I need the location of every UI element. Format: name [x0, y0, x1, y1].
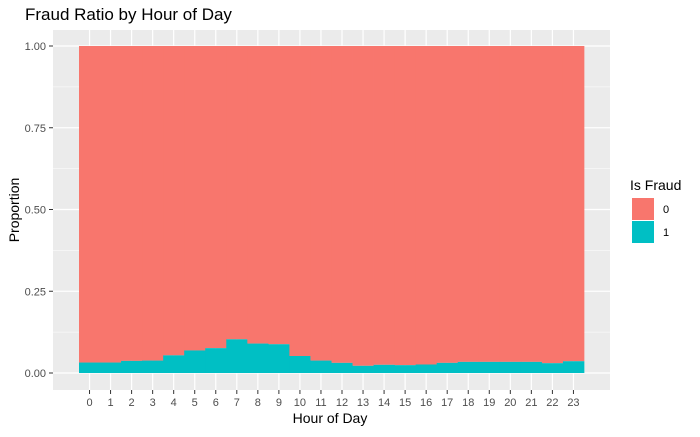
- bar-segment-not-fraud: [205, 46, 227, 349]
- chart-title: Fraud Ratio by Hour of Day: [25, 5, 232, 24]
- x-tick-label: 21: [525, 397, 537, 409]
- x-tick-label: 7: [234, 397, 240, 409]
- y-axis-title: Proportion: [6, 178, 22, 243]
- bar-segment-not-fraud: [562, 46, 585, 362]
- bar-segment-fraud: [373, 364, 395, 373]
- y-tick-label: 0.25: [25, 286, 46, 298]
- bar-segment-fraud: [478, 361, 501, 373]
- bar-segment-not-fraud: [478, 46, 501, 362]
- x-tick-label: 18: [462, 397, 474, 409]
- x-tick-label: 13: [357, 397, 369, 409]
- x-tick-label: 19: [483, 397, 495, 409]
- x-tick-label: 12: [336, 397, 348, 409]
- x-tick-label: 20: [504, 397, 516, 409]
- bar-segment-fraud: [79, 362, 101, 373]
- x-tick-label: 2: [129, 397, 135, 409]
- bar-segment-not-fraud: [247, 46, 269, 344]
- legend-label: 1: [663, 227, 669, 239]
- bar-segment-fraud: [163, 355, 185, 373]
- bar-segment-not-fraud: [163, 46, 185, 356]
- bar-segment-fraud: [247, 343, 269, 373]
- bar-segment-fraud: [520, 361, 543, 373]
- bar-segment-not-fraud: [415, 46, 438, 365]
- bar-segment-not-fraud: [331, 46, 353, 363]
- x-tick-label: 4: [171, 397, 177, 409]
- y-tick-label: 1.00: [25, 41, 46, 53]
- bar-segment-not-fraud: [541, 46, 564, 364]
- x-axis-title: Hour of Day: [293, 410, 368, 426]
- bar-segment-fraud: [562, 361, 585, 373]
- legend: Is Fraud 0 1: [630, 177, 681, 243]
- x-tick-label: 15: [399, 397, 411, 409]
- bar-segment-not-fraud: [394, 46, 417, 366]
- legend-label: 0: [663, 204, 669, 216]
- x-tick-label: 10: [294, 397, 306, 409]
- x-tick-label: 5: [192, 397, 198, 409]
- bar-segment-fraud: [541, 363, 564, 373]
- x-tick-label: 23: [567, 397, 579, 409]
- x-tick-label: 16: [420, 397, 432, 409]
- bar-layer: [79, 46, 585, 373]
- bar-segment-fraud: [226, 339, 248, 373]
- x-tick-label: 1: [107, 397, 113, 409]
- x-tick-label: 3: [150, 397, 156, 409]
- bar-segment-fraud: [184, 350, 206, 373]
- y-tick-label: 0.00: [25, 368, 46, 380]
- x-tick-label: 14: [378, 397, 390, 409]
- bar-segment-fraud: [310, 360, 332, 373]
- legend-swatch: [632, 198, 654, 220]
- legend-swatch: [632, 221, 654, 243]
- bar-segment-not-fraud: [79, 46, 101, 363]
- bar-segment-not-fraud: [184, 46, 206, 351]
- y-tick-label: 0.75: [25, 123, 46, 135]
- bar-segment-not-fraud: [100, 46, 122, 363]
- bar-segment-not-fraud: [226, 46, 248, 340]
- bar-segment-not-fraud: [520, 46, 543, 362]
- bar-segment-fraud: [436, 362, 459, 373]
- bar-segment-not-fraud: [268, 46, 290, 345]
- bar-segment-fraud: [289, 355, 311, 373]
- bar-segment-not-fraud: [436, 46, 459, 363]
- legend-title: Is Fraud: [630, 177, 681, 193]
- x-tick-label: 17: [441, 397, 453, 409]
- bar-segment-not-fraud: [121, 46, 143, 361]
- bar-segment-not-fraud: [352, 46, 374, 366]
- bar-segment-fraud: [499, 361, 522, 373]
- bar-segment-not-fraud: [373, 46, 395, 365]
- bar-segment-fraud: [142, 360, 164, 373]
- bar-segment-fraud: [121, 360, 143, 373]
- bar-segment-fraud: [352, 365, 374, 373]
- bar-segment-not-fraud: [499, 46, 522, 362]
- bar-segment-fraud: [205, 348, 227, 373]
- bar-segment-fraud: [457, 361, 480, 373]
- bar-segment-fraud: [394, 365, 417, 373]
- bar-segment-not-fraud: [142, 46, 164, 361]
- bar-segment-fraud: [415, 364, 438, 373]
- y-tick-label: 0.50: [25, 205, 46, 217]
- x-tick-label: 22: [546, 397, 558, 409]
- x-tick-label: 9: [276, 397, 282, 409]
- x-tick-label: 8: [255, 397, 261, 409]
- bar-segment-fraud: [268, 344, 290, 373]
- x-tick-label: 0: [86, 397, 92, 409]
- bar-segment-fraud: [100, 362, 122, 373]
- bar-segment-not-fraud: [289, 46, 311, 356]
- x-tick-label: 11: [315, 397, 326, 409]
- bar-segment-not-fraud: [457, 46, 480, 362]
- axes: 0.000.250.500.751.000 1 2 3 4 5 6 7 8 9 10 11 12 13 14…: [25, 41, 580, 409]
- bar-segment-fraud: [331, 362, 353, 373]
- bar-segment-not-fraud: [310, 46, 332, 361]
- x-tick-label: 6: [213, 397, 219, 409]
